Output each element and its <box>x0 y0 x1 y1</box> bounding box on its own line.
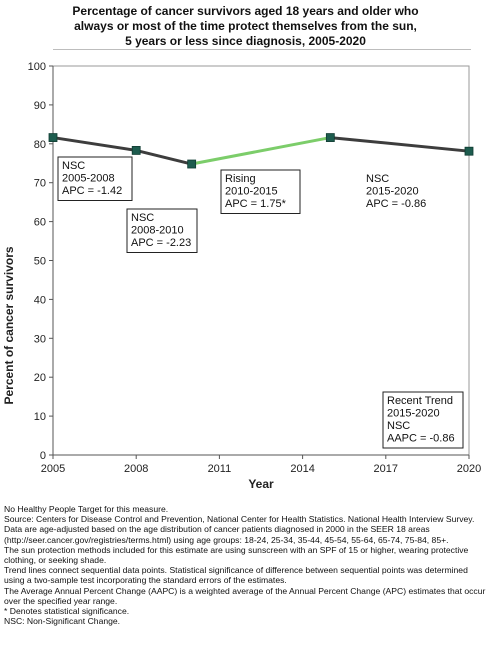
annotation-text: 2015-2020 <box>366 186 419 198</box>
annotation-text: Recent Trend <box>387 395 453 407</box>
annotation-frame <box>362 170 434 214</box>
annotation-text: NSC <box>131 212 154 224</box>
annotation-text: Rising <box>225 173 256 185</box>
footnote-line: NSC: Non-Significant Change. <box>4 616 121 627</box>
y-tick-label: 20 <box>34 372 46 384</box>
y-tick-label: 30 <box>34 333 46 345</box>
annotation-text: NSC <box>366 173 389 185</box>
footnote-line: No Healthy People Target for this measur… <box>4 504 169 514</box>
annotation-text: 2008-2010 <box>131 225 184 237</box>
data-point-2005 <box>48 133 58 142</box>
chart-title-line-2: always or most of the time protect thems… <box>74 19 417 33</box>
footnote-line: Source: Centers for Disease Control and … <box>4 514 475 525</box>
footnote-line: * Denotes statistical significance. <box>4 606 130 617</box>
annotation-text: NSC <box>62 160 85 172</box>
chart-canvas: 0 10 20 30 40 50 60 70 80 90 100 2005 2008 2011 2014 20… <box>2 61 481 491</box>
footnote-line: The sun protection methods included for … <box>4 544 469 566</box>
annotation-frame <box>382 391 464 449</box>
chart-title: Percentage of cancer survivors aged 18 y… <box>0 4 491 49</box>
annotation-text: APC = -0.86 <box>366 198 426 210</box>
y-tick-label: 90 <box>34 100 46 112</box>
y-tick-label: 40 <box>34 294 46 306</box>
x-axis-title: Year <box>248 477 274 491</box>
data-point-2015 <box>325 133 335 142</box>
annotation-text: 2010-2015 <box>225 186 278 198</box>
x-tick-label: 2017 <box>374 463 398 475</box>
annotation-text: NSC <box>387 420 410 432</box>
y-tick-label: 60 <box>34 217 46 229</box>
annotation-text: 2005-2008 <box>62 173 115 185</box>
annotation-text: APC = 1.75* <box>225 198 287 210</box>
data-point-2010 <box>187 159 197 169</box>
title-divider <box>53 49 471 50</box>
annotation-frame <box>220 169 301 214</box>
chart-title-line-3: 5 years or less since diagnosis, 2005-20… <box>125 34 366 48</box>
x-tick-label: 2005 <box>41 463 65 475</box>
y-tick-label: 50 <box>34 256 46 268</box>
trend-segment-2005-2008 <box>51 136 138 152</box>
trend-segment-2015-2020 <box>328 136 471 153</box>
footnote-line: Data are age-adjusted based on the age d… <box>4 524 449 545</box>
chart-title-line-1: Percentage of cancer survivors aged 18 y… <box>72 4 419 18</box>
data-point-2020 <box>464 146 474 156</box>
y-tick-label: 10 <box>34 411 46 423</box>
trend-segment-2010-2015 <box>190 136 332 166</box>
annotation-text: AAPC = -0.86 <box>387 433 455 445</box>
y-axis-title: Percent of cancer survivors <box>2 246 16 404</box>
y-tick-label: 100 <box>28 61 46 73</box>
data-point-2008 <box>131 146 141 155</box>
footnote-line: The Average Annual Percent Change (AAPC)… <box>4 585 486 606</box>
annotation-text: APC = -1.42 <box>62 185 122 197</box>
annotation-text: APC = -2.23 <box>131 237 191 249</box>
footnote-line: Trend lines connect sequential data poin… <box>4 565 468 586</box>
annotation-frame <box>57 156 133 201</box>
footnotes: No Healthy People Target for this measur… <box>4 504 488 626</box>
x-tick-label: 2014 <box>290 463 314 475</box>
trend-segment-2008-2010 <box>134 148 194 166</box>
y-tick-label: 70 <box>34 178 46 190</box>
y-tick-label: 0 <box>40 450 46 462</box>
annotation-frame <box>126 208 198 253</box>
annotation-text: 2015-2020 <box>387 408 440 420</box>
x-tick-label: 2008 <box>124 463 148 475</box>
x-tick-label: 2011 <box>208 463 232 475</box>
y-tick-label: 80 <box>34 139 46 151</box>
x-tick-label: 2020 <box>457 463 481 475</box>
